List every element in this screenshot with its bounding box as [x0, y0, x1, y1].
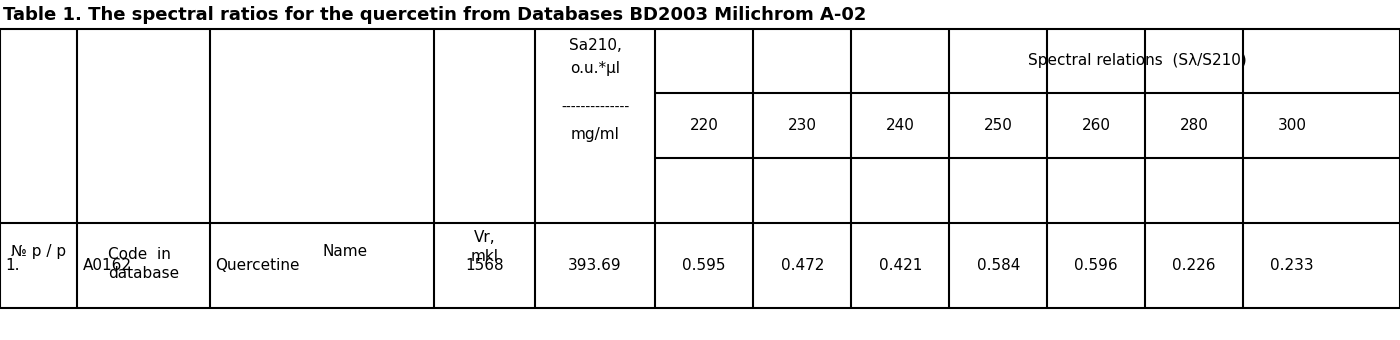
- Text: Name: Name: [322, 244, 367, 259]
- Text: 220: 220: [690, 118, 718, 133]
- Text: 230: 230: [788, 118, 816, 133]
- Text: mg/ml: mg/ml: [571, 128, 619, 142]
- Text: Vr,
mkl: Vr, mkl: [470, 230, 498, 264]
- Text: 0.421: 0.421: [879, 258, 921, 273]
- Text: 250: 250: [984, 118, 1012, 133]
- Text: 0.226: 0.226: [1172, 258, 1217, 273]
- Text: 300: 300: [1278, 118, 1306, 133]
- Text: Table 1. The spectral ratios for the quercetin from Databases BD2003 Milichrom A: Table 1. The spectral ratios for the que…: [3, 5, 867, 23]
- Text: o.u.*μl: o.u.*μl: [570, 61, 620, 75]
- Text: Sа210,: Sа210,: [568, 37, 622, 52]
- Text: A0162: A0162: [83, 258, 132, 273]
- Text: 1568: 1568: [465, 258, 504, 273]
- Text: 0.472: 0.472: [781, 258, 823, 273]
- Text: № p / p: № p / p: [11, 244, 66, 259]
- Text: 260: 260: [1082, 118, 1110, 133]
- Text: 240: 240: [886, 118, 914, 133]
- Text: 280: 280: [1180, 118, 1208, 133]
- Text: Code  in
database: Code in database: [108, 247, 179, 281]
- Text: 393.69: 393.69: [568, 258, 622, 273]
- Text: Spectral relations  (Sλ/S210): Spectral relations (Sλ/S210): [1028, 53, 1246, 68]
- Text: 0.233: 0.233: [1270, 258, 1315, 273]
- Text: --------------: --------------: [561, 101, 629, 115]
- Text: 1.: 1.: [6, 258, 20, 273]
- Text: 0.584: 0.584: [977, 258, 1019, 273]
- Text: Quercetine: Quercetine: [216, 258, 300, 273]
- Text: 0.595: 0.595: [682, 258, 727, 273]
- Text: 0.596: 0.596: [1074, 258, 1119, 273]
